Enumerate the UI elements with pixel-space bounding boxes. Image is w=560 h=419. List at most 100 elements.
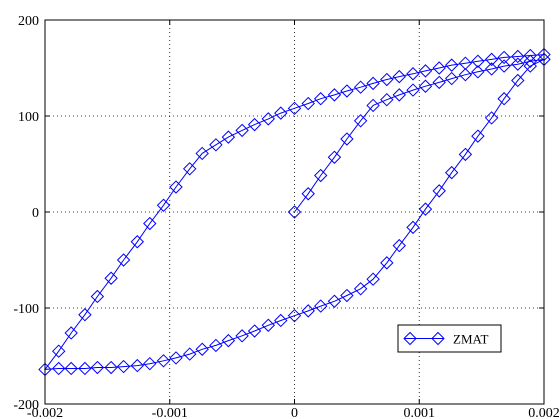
- data-point-marker: [274, 313, 288, 328]
- data-point-marker: [392, 88, 406, 102]
- y-tick-label: -200: [13, 398, 39, 413]
- x-tick-label: 0.002: [528, 406, 560, 419]
- legend-marker: [431, 331, 445, 346]
- data-point-marker: [301, 187, 315, 201]
- data-point-marker: [444, 165, 459, 180]
- data-point-marker: [261, 318, 276, 332]
- data-point-marker: [418, 64, 433, 78]
- data-point-marker: [78, 361, 92, 376]
- data-point-marker: [327, 294, 342, 308]
- data-point-marker: [523, 59, 537, 73]
- data-point-marker: [366, 98, 380, 113]
- data-point-marker: [432, 75, 446, 90]
- series-line: [43, 54, 545, 370]
- data-point-marker: [313, 299, 328, 313]
- data-point-marker: [511, 73, 525, 88]
- data-point-marker: [497, 50, 511, 65]
- data-point-marker: [287, 101, 302, 116]
- data-point-marker: [274, 106, 288, 120]
- data-point-marker: [484, 111, 499, 125]
- data-point-marker: [235, 123, 249, 138]
- data-point-marker: [64, 326, 78, 340]
- data-point-marker: [313, 92, 328, 106]
- data-point-marker: [64, 361, 78, 376]
- data-point-marker: [78, 308, 92, 322]
- data-point-marker: [458, 147, 473, 162]
- data-point-marker: [247, 117, 262, 132]
- x-tick-label: -0.001: [152, 406, 188, 419]
- data-point-marker: [380, 72, 394, 87]
- data-point-marker: [183, 162, 197, 176]
- data-point-marker: [432, 184, 446, 198]
- data-point-marker: [143, 356, 157, 371]
- data-point-marker: [471, 65, 485, 79]
- x-tick-label: 0: [291, 406, 298, 419]
- data-point-marker: [116, 253, 131, 267]
- data-point-marker: [340, 288, 354, 303]
- y-tick-label: 200: [18, 14, 39, 29]
- data-point-marker: [90, 289, 105, 304]
- data-point-marker: [353, 80, 368, 94]
- data-point-marker: [156, 354, 171, 368]
- data-point-marker: [406, 220, 420, 235]
- data-point-marker: [327, 88, 342, 102]
- data-point-marker: [511, 57, 525, 71]
- data-point-marker: [444, 58, 459, 72]
- data-point-marker: [484, 52, 499, 67]
- y-tick-label: -100: [13, 302, 39, 317]
- legend-box: [397, 324, 502, 353]
- plot-frame: [44, 19, 545, 405]
- data-point-marker: [130, 235, 145, 249]
- data-point-marker: [301, 96, 315, 111]
- data-point-marker: [104, 271, 118, 285]
- data-point-marker: [52, 344, 66, 358]
- data-point-marker: [380, 92, 394, 107]
- data-point-marker: [221, 130, 236, 144]
- data-point-marker: [209, 138, 223, 152]
- data-point-marker: [52, 361, 66, 376]
- data-point-marker: [471, 129, 485, 143]
- data-point-marker: [432, 61, 446, 75]
- data-point-marker: [366, 76, 380, 91]
- data-point-marker: [458, 56, 473, 70]
- x-tick-label: -0.002: [27, 406, 63, 419]
- data-point-marker: [104, 360, 118, 375]
- y-tick-label: 100: [18, 110, 39, 125]
- data-point-marker: [497, 92, 511, 106]
- data-point-marker: [287, 308, 302, 323]
- data-point-marker: [156, 198, 171, 212]
- data-point-marker: [143, 216, 157, 231]
- data-point-marker: [471, 54, 485, 68]
- data-point-marker: [406, 83, 420, 97]
- data-point-marker: [392, 238, 406, 253]
- data-point-marker: [209, 338, 223, 353]
- data-point-marker: [247, 324, 262, 338]
- data-point-marker: [169, 351, 183, 365]
- data-point-marker: [523, 48, 537, 63]
- data-point-marker: [366, 272, 380, 286]
- x-tick-label: 0.001: [404, 406, 436, 419]
- tick-labels: -0.002 -0.001 0 0.001 0.002 -200 -100 0 100 200: [13, 14, 559, 419]
- legend-label: ZMAT: [453, 332, 488, 347]
- data-point-marker: [235, 329, 249, 343]
- data-point-marker: [392, 69, 406, 84]
- data-point-marker: [116, 359, 131, 374]
- data-point-marker: [195, 146, 209, 161]
- data-point-marker: [380, 256, 394, 270]
- legend-marker: [403, 331, 417, 346]
- data-point-marker: [497, 59, 511, 73]
- data-point-marker: [183, 347, 197, 361]
- data-point-marker: [287, 205, 302, 219]
- data-point-marker: [327, 150, 342, 164]
- data-point-marker: [458, 68, 473, 82]
- data-point-marker: [301, 304, 315, 318]
- data-point-marker: [130, 358, 145, 373]
- data-point-marker: [444, 71, 459, 86]
- data-point-marker: [340, 84, 354, 98]
- data-point-marker: [313, 168, 328, 183]
- data-point-marker: [353, 114, 368, 128]
- data-point-marker: [523, 54, 537, 68]
- y-tick-label: 0: [32, 206, 39, 221]
